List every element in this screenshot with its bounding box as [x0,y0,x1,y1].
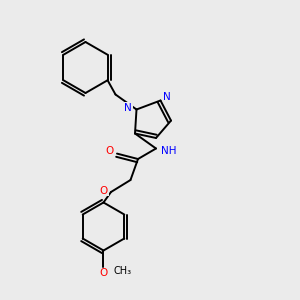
Text: CH₃: CH₃ [114,266,132,276]
Text: N: N [124,103,132,113]
Text: O: O [99,268,108,278]
Text: NH: NH [161,146,177,156]
Text: O: O [100,185,108,196]
Text: O: O [105,146,113,156]
Text: N: N [164,92,171,103]
